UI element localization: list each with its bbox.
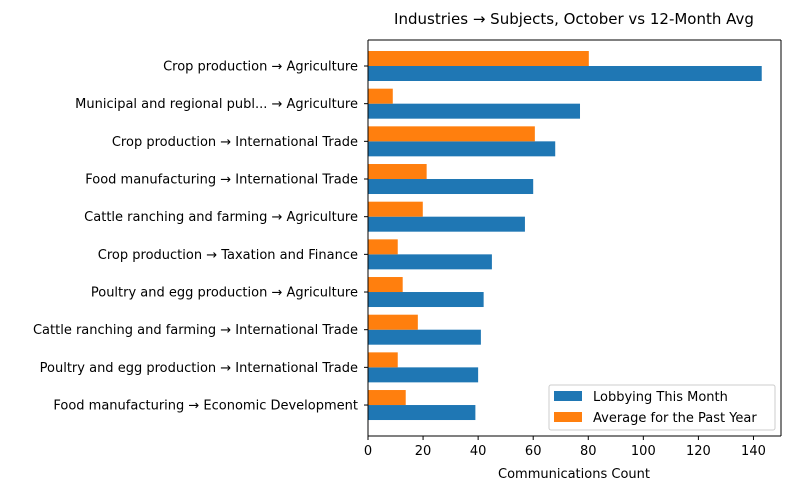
bar-average-past-year (368, 314, 418, 330)
bar-average-past-year (368, 390, 406, 406)
bar-lobbying-this-month (368, 66, 762, 81)
y-tick-label: Cattle ranching and farming → Internatio… (33, 323, 358, 338)
y-tick-label: Crop production → Taxation and Finance (98, 248, 358, 263)
bar-lobbying-this-month (368, 179, 534, 195)
x-tick-label: 60 (525, 444, 542, 459)
bar-lobbying-this-month (368, 292, 484, 308)
y-tick-label: Poultry and egg production → Internation… (40, 361, 358, 376)
bar-average-past-year (368, 51, 589, 66)
y-tick-label: Food manufacturing → Economic Developmen… (53, 399, 358, 414)
bar-lobbying-this-month (368, 216, 525, 232)
legend: Lobbying This Month Average for the Past… (548, 384, 776, 431)
bar-lobbying-this-month (368, 367, 479, 383)
x-tick-label: 80 (580, 444, 597, 459)
x-tick-label: 20 (415, 444, 432, 459)
bar-average-past-year (368, 352, 398, 368)
bar-average-past-year (368, 164, 427, 180)
y-tick-label: Food manufacturing → International Trade (85, 173, 358, 188)
x-tick-label: 0 (364, 444, 372, 459)
x-tick-label: 100 (631, 444, 656, 459)
legend-swatch-lobbying (554, 391, 582, 401)
bar-average-past-year (368, 201, 423, 217)
bar-lobbying-this-month (368, 329, 481, 345)
chart-title: Industries → Subjects, October vs 12-Mon… (394, 10, 754, 28)
x-axis-label: Communications Count (498, 467, 650, 482)
y-tick-label: Municipal and regional publ... → Agricul… (75, 97, 358, 112)
bar-lobbying-this-month (368, 254, 492, 270)
y-tick-label: Crop production → Agriculture (163, 60, 358, 75)
bar-lobbying-this-month (368, 141, 556, 157)
bar-average-past-year (368, 277, 403, 293)
bar-lobbying-this-month (368, 405, 476, 421)
bar-average-past-year (368, 88, 393, 104)
y-tick-label: Cattle ranching and farming → Agricultur… (84, 210, 358, 225)
x-tick-label: 140 (741, 444, 766, 459)
y-tick-label: Crop production → International Trade (112, 135, 358, 150)
x-tick-label: 120 (686, 444, 711, 459)
bar-average-past-year (368, 126, 535, 142)
x-tick-label: 40 (470, 444, 487, 459)
y-tick-label: Poultry and egg production → Agriculture (91, 286, 358, 301)
legend-label-lobbying: Lobbying This Month (593, 390, 728, 405)
bar-lobbying-this-month (368, 103, 581, 119)
legend-label-average: Average for the Past Year (593, 411, 757, 426)
bar-average-past-year (368, 239, 398, 255)
legend-swatch-average (554, 412, 582, 422)
